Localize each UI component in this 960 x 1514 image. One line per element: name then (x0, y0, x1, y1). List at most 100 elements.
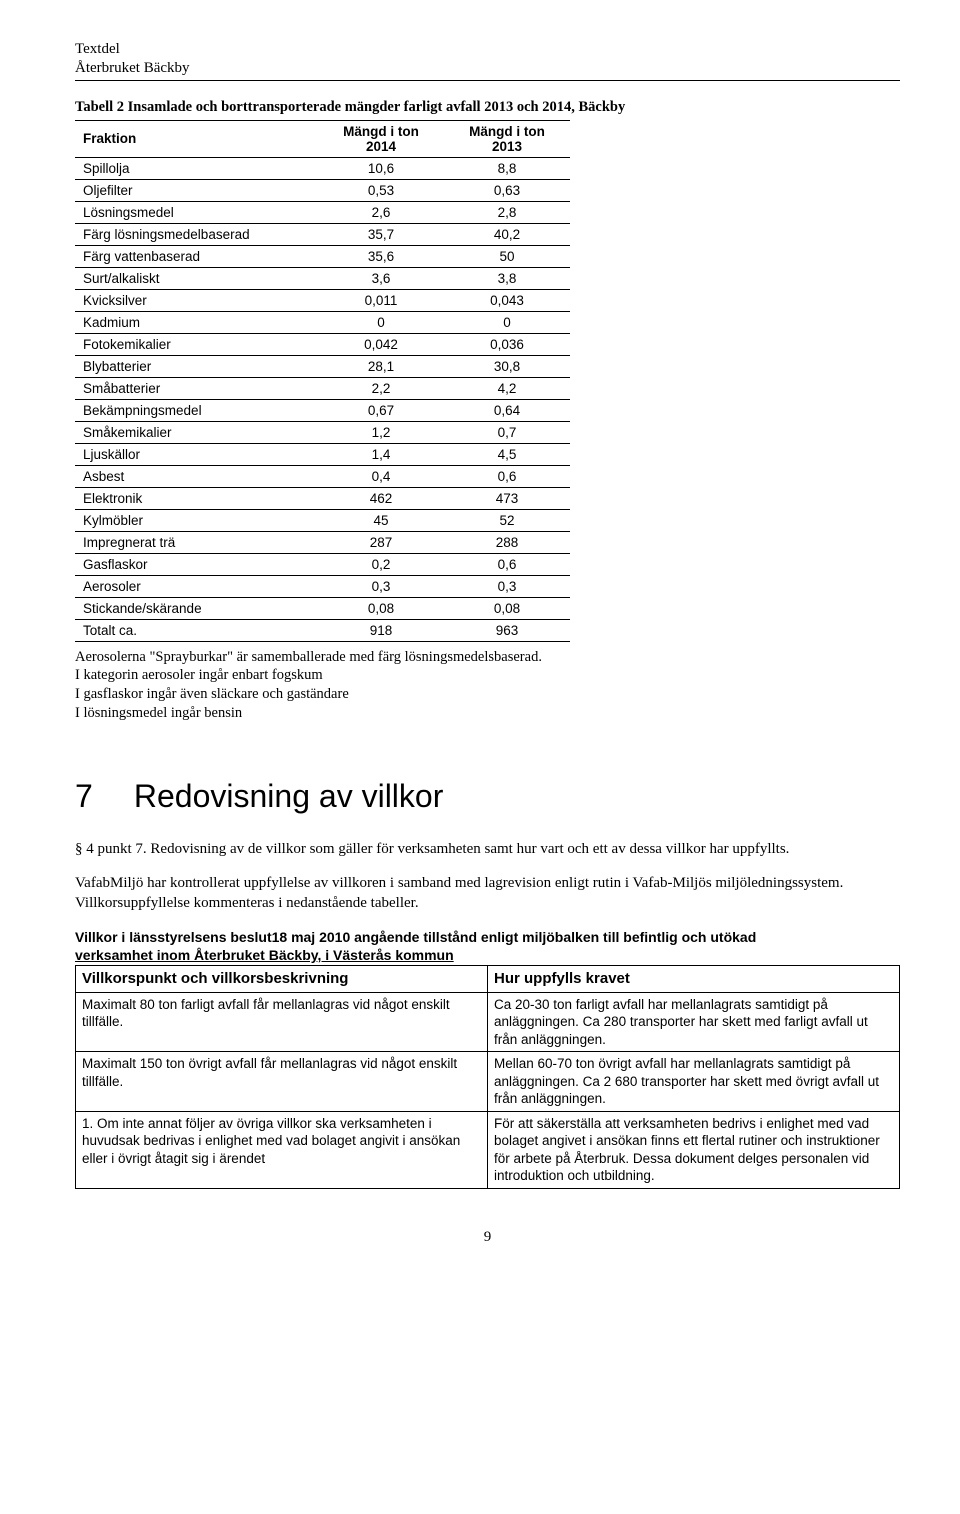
fraction-cell: Kadmium (75, 311, 318, 333)
table-row: Asbest0,40,6 (75, 465, 570, 487)
table-row: Maximalt 150 ton övrigt avfall får mella… (76, 1052, 900, 1112)
value-2013-cell: 2,8 (444, 201, 570, 223)
fraction-cell: Kylmöbler (75, 509, 318, 531)
value-2014-cell: 0,011 (318, 289, 444, 311)
villkor-table: Villkorspunkt och villkorsbeskrivning Hu… (75, 965, 900, 1189)
value-2013-cell: 0,043 (444, 289, 570, 311)
table-row: Småkemikalier1,20,7 (75, 421, 570, 443)
fraction-cell: Lösningsmedel (75, 201, 318, 223)
section-title: Redovisning av villkor (134, 778, 443, 814)
note-line: I lösningsmedel ingår bensin (75, 704, 900, 723)
value-2014-cell: 45 (318, 509, 444, 531)
note-line: Aerosolerna "Sprayburkar" är samemballer… (75, 648, 900, 667)
value-2013-cell: 0,6 (444, 553, 570, 575)
header-line2: Återbruket Bäckby (75, 59, 900, 78)
fraction-cell: Färg lösningsmedelbaserad (75, 223, 318, 245)
villkor-title: Villkor i länsstyrelsens beslut18 maj 20… (75, 928, 900, 964)
villkor-title-line2: verksamhet inom Återbruket Bäckby, i Väs… (75, 946, 900, 964)
fraction-cell: Färg vattenbaserad (75, 245, 318, 267)
villkor-right-cell: För att säkerställa att verksamheten bed… (488, 1111, 900, 1188)
villkor-left-cell: 1. Om inte annat följer av övriga villko… (76, 1111, 488, 1188)
value-2014-cell: 0,08 (318, 597, 444, 619)
fraction-cell: Impregnerat trä (75, 531, 318, 553)
value-2014-cell: 0,3 (318, 575, 444, 597)
fraction-cell: Bekämpningsmedel (75, 399, 318, 421)
value-2013-cell: 40,2 (444, 223, 570, 245)
table-row: Lösningsmedel2,62,8 (75, 201, 570, 223)
value-2014-cell: 0,4 (318, 465, 444, 487)
value-2013-cell: 3,8 (444, 267, 570, 289)
table-row: Fotokemikalier0,0420,036 (75, 333, 570, 355)
value-2013-cell: 4,2 (444, 377, 570, 399)
value-2013-cell: 4,5 (444, 443, 570, 465)
value-2014-cell: 1,2 (318, 421, 444, 443)
table-row: Impregnerat trä287288 (75, 531, 570, 553)
table2-notes: Aerosolerna "Sprayburkar" är samemballer… (75, 648, 900, 723)
value-2013-cell: 473 (444, 487, 570, 509)
value-2013-cell: 0,6 (444, 465, 570, 487)
fraction-cell: Elektronik (75, 487, 318, 509)
fraction-cell: Spillolja (75, 157, 318, 179)
table-row: Stickande/skärande0,080,08 (75, 597, 570, 619)
fraction-cell: Kvicksilver (75, 289, 318, 311)
table-row: Surt/alkaliskt3,63,8 (75, 267, 570, 289)
table2-caption: Tabell 2 Insamlade och borttransporterad… (75, 99, 900, 116)
section-number: 7 (75, 778, 125, 815)
villkor-right-cell: Mellan 60-70 ton övrigt avfall har mella… (488, 1052, 900, 1112)
fraction-cell: Stickande/skärande (75, 597, 318, 619)
table-row: 1. Om inte annat följer av övriga villko… (76, 1111, 900, 1188)
table2-col2: Mängd i ton2013 (444, 120, 570, 157)
value-2014-cell: 462 (318, 487, 444, 509)
value-2013-cell: 52 (444, 509, 570, 531)
value-2014-cell: 0,53 (318, 179, 444, 201)
value-2013-cell: 0,08 (444, 597, 570, 619)
fraction-cell: Gasflaskor (75, 553, 318, 575)
value-2013-cell: 963 (444, 619, 570, 641)
page-header: Textdel Återbruket Bäckby (75, 40, 900, 81)
value-2013-cell: 50 (444, 245, 570, 267)
header-line1: Textdel (75, 40, 900, 59)
fraction-cell: Totalt ca. (75, 619, 318, 641)
table-row: Färg lösningsmedelbaserad35,740,2 (75, 223, 570, 245)
fraction-cell: Fotokemikalier (75, 333, 318, 355)
value-2014-cell: 28,1 (318, 355, 444, 377)
value-2014-cell: 918 (318, 619, 444, 641)
fraction-cell: Asbest (75, 465, 318, 487)
value-2014-cell: 0 (318, 311, 444, 333)
value-2014-cell: 35,7 (318, 223, 444, 245)
table-row: Spillolja10,68,8 (75, 157, 570, 179)
fraction-cell: Surt/alkaliskt (75, 267, 318, 289)
value-2014-cell: 287 (318, 531, 444, 553)
fraction-cell: Blybatterier (75, 355, 318, 377)
value-2013-cell: 0,7 (444, 421, 570, 443)
villkor-title-line1: Villkor i länsstyrelsens beslut18 maj 20… (75, 928, 900, 946)
value-2013-cell: 30,8 (444, 355, 570, 377)
value-2014-cell: 3,6 (318, 267, 444, 289)
value-2014-cell: 2,6 (318, 201, 444, 223)
table-row: Maximalt 80 ton farligt avfall får mella… (76, 992, 900, 1052)
value-2013-cell: 0,036 (444, 333, 570, 355)
section7-p2: VafabMiljö har kontrollerat uppfyllelse … (75, 873, 900, 914)
value-2013-cell: 0,64 (444, 399, 570, 421)
table-row: Småbatterier2,24,2 (75, 377, 570, 399)
table-row: Oljefilter0,530,63 (75, 179, 570, 201)
table-row: Färg vattenbaserad35,650 (75, 245, 570, 267)
note-line: I kategorin aerosoler ingår enbart fogsk… (75, 666, 900, 685)
table-row: Kylmöbler4552 (75, 509, 570, 531)
value-2014-cell: 1,4 (318, 443, 444, 465)
villkor-col1: Villkorspunkt och villkorsbeskrivning (76, 966, 488, 993)
section-7-heading: 7 Redovisning av villkor (75, 778, 900, 815)
table-row: Kadmium00 (75, 311, 570, 333)
value-2013-cell: 0,63 (444, 179, 570, 201)
fraction-cell: Småkemikalier (75, 421, 318, 443)
fraction-cell: Småbatterier (75, 377, 318, 399)
value-2013-cell: 8,8 (444, 157, 570, 179)
value-2014-cell: 0,67 (318, 399, 444, 421)
table2-col1: Mängd i ton2014 (318, 120, 444, 157)
table-row: Kvicksilver0,0110,043 (75, 289, 570, 311)
table-row: Gasflaskor0,20,6 (75, 553, 570, 575)
table2: Fraktion Mängd i ton2014 Mängd i ton2013… (75, 120, 570, 642)
value-2013-cell: 288 (444, 531, 570, 553)
villkor-right-cell: Ca 20-30 ton farligt avfall har mellanla… (488, 992, 900, 1052)
value-2014-cell: 2,2 (318, 377, 444, 399)
